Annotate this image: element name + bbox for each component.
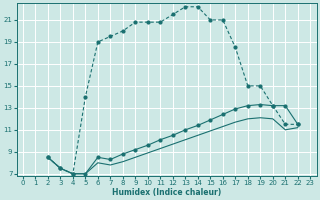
- X-axis label: Humidex (Indice chaleur): Humidex (Indice chaleur): [112, 188, 221, 197]
